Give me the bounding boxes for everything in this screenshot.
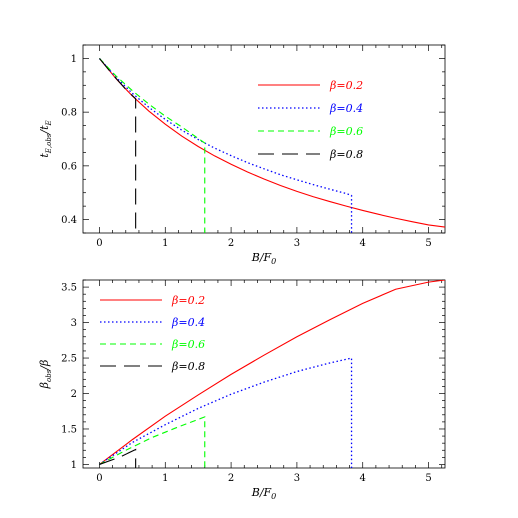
legend-label-0: β=0.2 xyxy=(329,79,363,92)
x-tick-label: 3 xyxy=(294,238,300,249)
y-tick-label: 0.8 xyxy=(61,108,77,119)
legend-label-0: β=0.2 xyxy=(171,294,205,307)
x-axis-label: B/F0 xyxy=(251,486,277,501)
y-tick-label: 1 xyxy=(71,54,77,65)
plot-frame xyxy=(82,44,446,234)
x-tick-label: 4 xyxy=(360,238,366,249)
x-tick-label: 4 xyxy=(360,473,366,484)
series-line-2 xyxy=(99,416,206,468)
x-tick-label: 0 xyxy=(96,238,102,249)
y-tick-label: 0.6 xyxy=(61,161,77,172)
legend-label-2: β=0.6 xyxy=(329,125,363,138)
legend-label-3: β=0.8 xyxy=(329,148,363,161)
y-axis-label: βobs/β xyxy=(38,360,53,390)
legend-label-2: β=0.6 xyxy=(171,338,205,351)
x-tick-label: 2 xyxy=(228,473,234,484)
x-tick-label: 1 xyxy=(162,473,168,484)
y-tick-label: 2.5 xyxy=(61,354,77,365)
legend-label-3: β=0.8 xyxy=(171,360,205,373)
series-line-0 xyxy=(99,280,445,465)
x-axis-label: B/F0 xyxy=(251,251,277,266)
y-tick-label: 1 xyxy=(71,460,77,471)
y-tick-label: 3 xyxy=(71,318,77,329)
series-line-2 xyxy=(99,58,206,233)
series-line-1 xyxy=(98,58,353,233)
x-tick-label: 1 xyxy=(162,238,168,249)
series-line-3 xyxy=(99,448,137,468)
y-tick-label: 2 xyxy=(71,389,77,400)
x-tick-label: 0 xyxy=(96,473,102,484)
legend-label-1: β=0.4 xyxy=(329,102,363,115)
top-panel: 0 1 2 3 4 5 0.4 0.6 0.8 1 B/F0 tE,obs/tE β=0.2 β=0.4 β… xyxy=(38,44,446,266)
plot-frame xyxy=(82,279,446,469)
x-tick-label: 5 xyxy=(425,473,431,484)
y-tick-label: 1.5 xyxy=(61,424,77,435)
x-tick-label: 2 xyxy=(228,238,234,249)
series-line-3 xyxy=(99,58,137,233)
x-tick-label: 5 xyxy=(425,238,431,249)
y-tick-label: 3.5 xyxy=(61,283,77,294)
series-line-1 xyxy=(99,357,353,468)
y-axis-label: tE,obs/tE xyxy=(38,120,53,157)
bottom-panel: 0 1 2 3 4 5 1 1.5 2 2.5 3 3.5 B/F0 βobs/β β=0.2 β=0.4 β=… xyxy=(38,279,446,501)
x-tick-label: 3 xyxy=(294,473,300,484)
y-tick-label: 0.4 xyxy=(61,215,77,226)
series-line-0 xyxy=(99,58,445,228)
legend-label-1: β=0.4 xyxy=(171,316,205,329)
